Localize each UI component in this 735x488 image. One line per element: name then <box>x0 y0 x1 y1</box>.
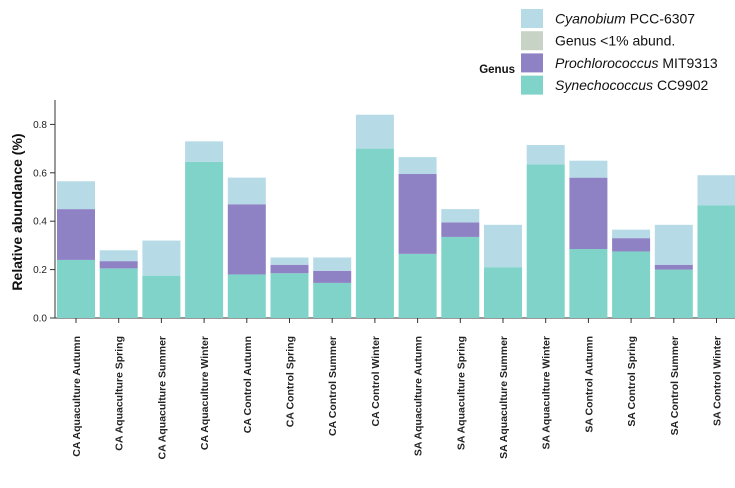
bar-segment <box>484 267 522 318</box>
bar-segment <box>313 282 352 318</box>
bar-segment <box>99 250 138 262</box>
bar-segment <box>99 261 138 269</box>
x-tick-label: CA Aquaculture Summer <box>156 336 168 460</box>
bar-segment <box>569 160 608 178</box>
bar-segment <box>313 257 352 271</box>
bar-segment <box>697 175 735 206</box>
bar-segment <box>441 222 480 237</box>
bar-segment <box>227 204 266 275</box>
x-tick-label: SA Aquaculture Autumn <box>413 336 425 456</box>
bar-segment <box>612 238 651 252</box>
bar-segment <box>57 209 95 260</box>
legend-entry: Cyanobium PCC-6307 <box>555 11 695 27</box>
bar-segment <box>484 224 522 268</box>
bar-segment <box>355 114 394 149</box>
legend-entry: Prochlorococcus MIT9313 <box>555 55 718 71</box>
bar-segment <box>697 205 735 318</box>
legend-swatch <box>521 9 543 28</box>
bar-segment <box>270 264 309 274</box>
bar-segment <box>355 148 394 318</box>
legend-swatch <box>521 53 543 73</box>
x-tick-label: SA Control Winter <box>712 336 724 426</box>
bars <box>57 114 735 318</box>
x-tick-label: SA Aquaculture Summer <box>498 336 510 459</box>
y-tick-label: 0.8 <box>33 120 47 131</box>
legend-strain: PCC-6307 <box>626 11 695 27</box>
bar-segment <box>227 177 266 205</box>
legend-genus: Synechococcus <box>555 77 653 93</box>
x-tick-label: CA Control Spring <box>285 336 297 427</box>
bar-segment <box>612 229 651 239</box>
legend-title: Genus <box>479 64 515 76</box>
bar-segment <box>654 224 693 265</box>
legend-genus: Prochlorococcus <box>555 55 659 71</box>
bar-segment <box>227 274 266 318</box>
bar-segment <box>654 269 693 318</box>
bar-segment <box>57 181 95 210</box>
bar-segment <box>569 177 608 250</box>
x-tick-label: SA Aquaculture Spring <box>455 336 467 450</box>
x-tick-label: SA Control Spring <box>626 336 638 427</box>
bar-segment <box>654 264 693 270</box>
bar-segment <box>57 259 95 318</box>
legend-strain: MIT9313 <box>659 55 718 71</box>
x-tick-label: CA Control Autumn <box>242 336 254 433</box>
legend-strain: CC9902 <box>653 77 708 93</box>
bar-segment <box>441 236 480 318</box>
bar-segment <box>142 240 181 276</box>
x-ticks: CA Aquaculture Autumn CA Aquaculture Spri… <box>71 318 724 460</box>
bar-segment <box>398 174 437 254</box>
bar-segment <box>270 257 309 265</box>
y-tick-label: 0.0 <box>33 314 47 325</box>
x-tick-label: SA Control Summer <box>669 336 681 435</box>
bar-segment <box>612 251 651 318</box>
legend-swatch <box>521 75 543 95</box>
bar-segment <box>441 209 480 223</box>
bar-segment <box>526 164 565 318</box>
bar-segment <box>398 253 437 318</box>
legend: Cyanobium PCC-6307 Genus <1% abund. Prochl… <box>479 9 718 95</box>
bar-segment <box>185 161 224 318</box>
legend-entry: Synechococcus CC9902 <box>555 77 709 93</box>
y-axis-label: Relative abundance (%) <box>9 133 25 290</box>
x-tick-label: CA Control Summer <box>327 336 339 436</box>
bar-segment <box>526 144 565 165</box>
x-tick-label: CA Aquaculture Spring <box>114 336 126 451</box>
bar-segment <box>313 270 352 283</box>
y-ticks: 0.0 0.2 0.4 0.6 0.8 <box>33 120 55 325</box>
bar-segment <box>270 273 309 318</box>
bar-segment <box>569 249 608 318</box>
bar-segment <box>398 157 437 175</box>
y-tick-label: 0.6 <box>33 168 47 179</box>
legend-entry: Genus <1% abund. <box>555 33 675 49</box>
bar-segment <box>142 275 181 318</box>
x-tick-label: CA Aquaculture Winter <box>199 336 211 450</box>
bar-segment <box>185 141 224 162</box>
x-tick-label: SA Aquaculture Winter <box>541 336 553 449</box>
y-tick-label: 0.4 <box>33 217 47 228</box>
bar-segment <box>99 268 138 318</box>
y-tick-label: 0.2 <box>33 265 47 276</box>
x-tick-label: CA Aquaculture Autumn <box>71 336 83 457</box>
legend-genus: Cyanobium <box>555 11 626 27</box>
x-tick-label: CA Control Winter <box>370 336 382 427</box>
x-tick-label: SA Control Autumn <box>583 336 595 433</box>
legend-swatch <box>521 31 543 51</box>
